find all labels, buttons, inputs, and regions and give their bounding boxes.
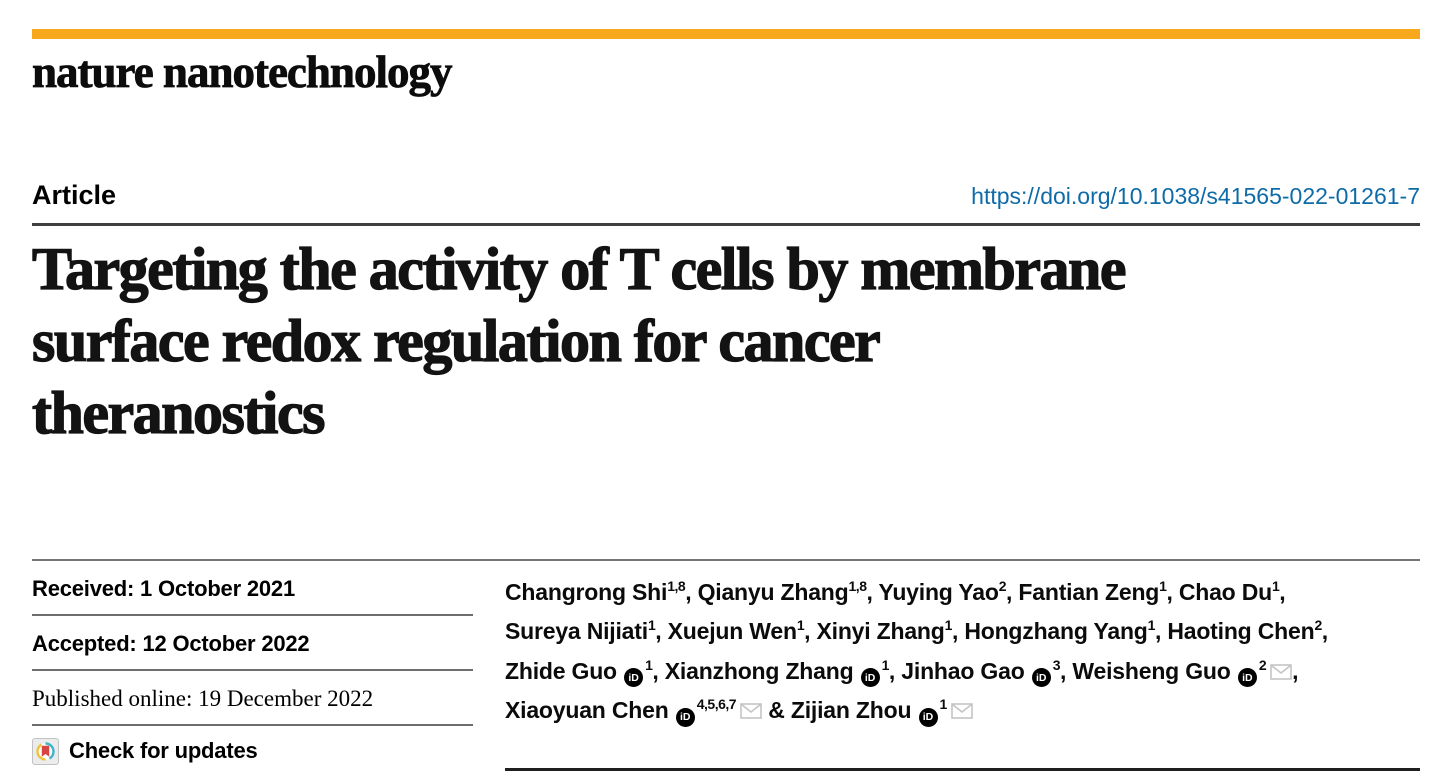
- affiliation-superscript: 1,8: [667, 577, 686, 594]
- orcid-icon[interactable]: iD: [860, 668, 880, 688]
- author-name-text: , Xinyi Zhang: [804, 618, 945, 644]
- check-for-updates-button[interactable]: Check for updates: [32, 726, 473, 765]
- affiliation-superscript: 1: [1159, 577, 1167, 594]
- affiliation-superscript: 1: [796, 617, 805, 633]
- paper-title-line: Targeting the activity of T cells by mem…: [31, 235, 1127, 302]
- author-name-text: ,: [1279, 578, 1286, 605]
- author-line: Xiaoyuan Chen iD4,5,6,7 & Zijian Zhou iD…: [505, 692, 1420, 732]
- authors-column: Changrong Shi1,8, Qianyu Zhang1,8, Yuyin…: [505, 561, 1420, 771]
- orcid-icon[interactable]: iD: [675, 707, 695, 727]
- paper-title-line: theranostics: [31, 379, 326, 446]
- author-line: Changrong Shi1,8, Qianyu Zhang1,8, Yuyin…: [505, 574, 1420, 614]
- check-for-updates-label: Check for updates: [69, 738, 258, 763]
- affiliation-superscript: 2: [998, 577, 1007, 594]
- header-divider: [32, 222, 1420, 226]
- author-name-text: & Zijian Zhou: [762, 697, 918, 723]
- email-icon[interactable]: [950, 703, 973, 719]
- author-name-text: Changrong Shi: [505, 578, 668, 605]
- author-name-text: Sureya Nijiati: [505, 618, 648, 644]
- divider: [32, 613, 473, 616]
- author-name-text: , Qianyu Zhang: [685, 578, 849, 605]
- authors-bottom-divider: [505, 767, 1420, 771]
- article-type-label: Article: [32, 179, 117, 210]
- orcid-icon[interactable]: iD: [1031, 668, 1051, 688]
- author-name-text: , Fantian Zeng: [1006, 578, 1160, 605]
- orcid-icon[interactable]: iD: [1237, 668, 1257, 688]
- affiliation-superscript: 3: [1052, 656, 1061, 673]
- author-line: Zhide Guo iD1, Xianzhong Zhang iD1, Jinh…: [505, 653, 1420, 693]
- affiliation-superscript: 1: [1271, 577, 1280, 594]
- author-name-text: ,: [1321, 618, 1328, 644]
- affiliation-superscript: 2: [1258, 656, 1267, 673]
- affiliation-superscript: 1,8: [848, 577, 867, 594]
- author-name-text: , Weisheng Guo: [1060, 657, 1237, 684]
- metadata-top-divider: [32, 558, 1420, 561]
- author-name-text: , Hongzhang Yang: [951, 618, 1148, 644]
- paper-title: Targeting the activity of T cells by mem…: [31, 233, 1420, 449]
- divider: [32, 723, 473, 726]
- article-first-page: nature nanotechnology Article https://do…: [0, 29, 1448, 771]
- author-name-text: , Chao Du: [1166, 578, 1272, 605]
- affiliation-superscript: 2: [1314, 617, 1322, 633]
- affiliation-superscript: 1: [944, 617, 953, 633]
- author-name-text: , Yuying Yao: [866, 578, 999, 605]
- received-date: Received: 1 October 2021: [32, 575, 296, 601]
- author-name-text: ,: [1292, 657, 1299, 684]
- affiliation-superscript: 1: [1147, 617, 1156, 633]
- metadata-columns: Received: 1 October 2021 Accepted: 12 Oc…: [32, 561, 1420, 771]
- author-name-text: , Haoting Chen: [1154, 618, 1315, 644]
- email-icon[interactable]: [740, 703, 762, 719]
- article-header-row: Article https://doi.org/10.1038/s41565-0…: [32, 180, 1420, 211]
- divider: [32, 668, 473, 671]
- affiliation-superscript: 1: [881, 656, 890, 673]
- author-name-text: , Xianzhong Zhang: [652, 657, 860, 684]
- affiliation-superscript: 1: [939, 696, 948, 712]
- doi-link[interactable]: https://doi.org/10.1038/s41565-022-01261…: [971, 182, 1420, 209]
- affiliation-superscript: 1: [645, 656, 653, 673]
- crossmark-icon: [32, 737, 59, 765]
- author-line: Sureya Nijiati1, Xuejun Wen1, Xinyi Zhan…: [505, 613, 1420, 653]
- author-name-text: , Xuejun Wen: [655, 618, 797, 644]
- email-icon[interactable]: [1270, 663, 1292, 680]
- dates-column: Received: 1 October 2021 Accepted: 12 Oc…: [32, 561, 473, 771]
- affiliation-superscript: 4,5,6,7: [696, 696, 737, 712]
- journal-brand-bar: [32, 29, 1420, 39]
- affiliation-superscript: 1: [647, 617, 656, 633]
- journal-masthead: nature nanotechnology: [32, 47, 453, 97]
- published-date: Published online: 19 December 2022: [32, 685, 374, 711]
- orcid-icon[interactable]: iD: [918, 707, 938, 727]
- author-name-text: , Jinhao Gao: [888, 657, 1031, 684]
- author-name-text: Xiaoyuan Chen: [505, 697, 675, 723]
- author-name-text: Zhide Guo: [505, 657, 624, 684]
- paper-title-line: surface redox regulation for cancer: [31, 307, 881, 374]
- accepted-date: Accepted: 12 October 2022: [32, 630, 310, 656]
- author-list: Changrong Shi1,8, Qianyu Zhang1,8, Yuyin…: [505, 574, 1420, 732]
- orcid-icon[interactable]: iD: [624, 668, 644, 688]
